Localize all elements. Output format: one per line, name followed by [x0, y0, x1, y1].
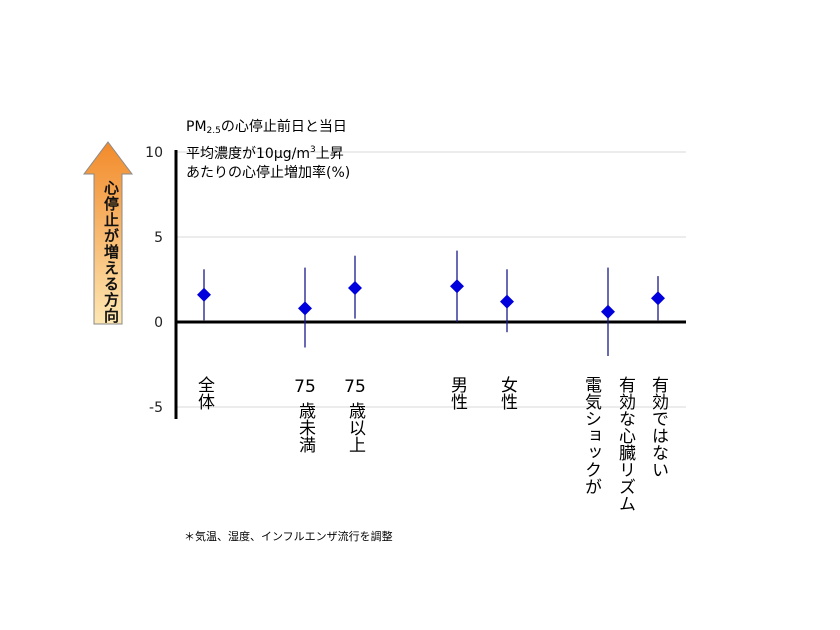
title-line-3: あたりの心停止増加率(%): [186, 165, 351, 181]
category-label: 全体: [194, 376, 215, 410]
data-points: [197, 279, 665, 319]
y-tick-label: 5: [154, 230, 163, 246]
title-line-2: 平均濃度が10μg/m3上昇: [186, 145, 344, 162]
category-label: 75: [294, 377, 316, 397]
data-point-marker: [651, 291, 665, 306]
error-bars: [203, 250, 659, 356]
category-label: 女性: [497, 376, 518, 410]
category-label: 男性: [447, 376, 468, 410]
chart-title: PM2.5の心停止前日と当日 平均濃度が10μg/m3上昇 あたりの心停止増加率…: [186, 118, 350, 183]
grid-lines: [176, 151, 686, 408]
category-label: 有効な心臓リズム: [615, 376, 636, 512]
axes: [174, 150, 686, 419]
y-tick-labels: 10 5 0 -5: [145, 145, 163, 416]
arrow-label: 心停止が増える方向: [102, 180, 120, 324]
adjustment-note: ＊気温、湿度、インフルエンザ流行を調整: [184, 530, 393, 543]
category-label: 有効ではない: [648, 376, 669, 478]
data-point-marker: [197, 287, 211, 302]
category-label: 歳未満: [295, 402, 316, 454]
y-tick-label: 0: [154, 315, 163, 331]
title-line-1: PM2.5の心停止前日と当日: [186, 119, 347, 136]
increase-direction-arrow: 心停止が増える方向: [82, 140, 134, 326]
data-point-marker: [500, 294, 514, 309]
up-arrow-icon: [83, 141, 133, 325]
data-point-marker: [601, 304, 615, 319]
y-tick-label: -5: [149, 400, 163, 416]
category-label: 75: [344, 377, 366, 397]
data-point-marker: [450, 279, 464, 294]
data-point-marker: [348, 281, 362, 295]
category-label: 電気ショックが: [581, 376, 602, 495]
data-point-marker: [298, 301, 312, 316]
category-label: 歳以上: [345, 402, 366, 453]
y-tick-label: 10: [145, 145, 163, 161]
